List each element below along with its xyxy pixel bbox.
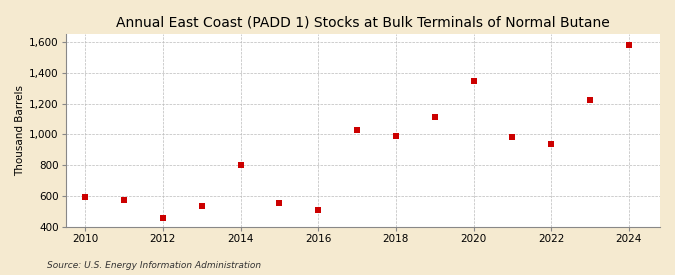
Text: Source: U.S. Energy Information Administration: Source: U.S. Energy Information Administ…	[47, 260, 261, 270]
Point	[546, 141, 557, 146]
Point	[196, 204, 207, 208]
Point	[313, 207, 323, 212]
Point	[390, 134, 401, 138]
Point	[429, 115, 440, 119]
Point	[119, 198, 130, 202]
Point	[274, 201, 285, 205]
Point	[157, 215, 168, 220]
Point	[80, 195, 90, 199]
Y-axis label: Thousand Barrels: Thousand Barrels	[15, 85, 25, 176]
Point	[352, 128, 362, 132]
Point	[507, 134, 518, 139]
Point	[624, 42, 634, 47]
Point	[585, 98, 595, 103]
Point	[468, 79, 479, 83]
Title: Annual East Coast (PADD 1) Stocks at Bulk Terminals of Normal Butane: Annual East Coast (PADD 1) Stocks at Bul…	[116, 15, 610, 29]
Point	[235, 163, 246, 167]
